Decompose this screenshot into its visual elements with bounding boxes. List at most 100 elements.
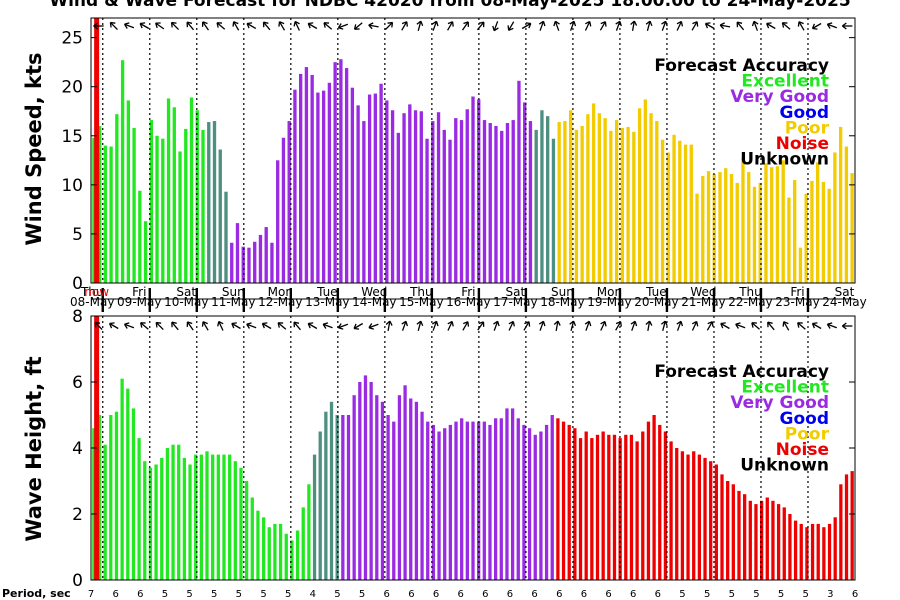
wind-direction-arrow <box>201 21 210 31</box>
wave-bar <box>244 481 249 580</box>
arrow-shaft <box>523 321 530 331</box>
wave-bar <box>165 448 170 580</box>
arrow-shaft <box>615 21 621 31</box>
wind-bar <box>207 122 211 283</box>
wave-bar <box>663 431 668 580</box>
wave-direction-arrow <box>811 322 822 330</box>
arrow-head <box>307 22 314 29</box>
wind-bar <box>247 247 251 283</box>
period-value: 5 <box>285 589 291 600</box>
wind-bar <box>465 109 469 284</box>
wind-direction-arrow <box>337 23 349 30</box>
wave-bar <box>805 527 809 580</box>
arrow-shaft <box>662 321 666 331</box>
wind-bar <box>488 123 492 283</box>
arrow-shaft <box>705 22 715 30</box>
date-label: 18-May <box>540 295 584 309</box>
arrow-shaft <box>827 323 838 329</box>
wave-bar <box>403 385 407 580</box>
wave-direction-arrow <box>826 322 838 329</box>
period-value: 5 <box>778 589 784 600</box>
wave-bar <box>363 375 368 580</box>
wind-bar <box>741 158 745 283</box>
arrow-shaft <box>461 21 469 31</box>
arrow-head <box>387 21 394 28</box>
wave-bar <box>827 523 832 580</box>
arrow-shaft <box>447 321 453 331</box>
wave-bar <box>335 415 339 580</box>
wind-bar <box>528 121 533 283</box>
arrow-head <box>368 323 374 330</box>
arrow-shaft <box>338 23 349 29</box>
arrow-head <box>600 21 607 27</box>
wave-direction-arrow <box>401 320 409 331</box>
wind-plot-frame <box>90 17 856 284</box>
wind-direction-arrow <box>676 20 684 31</box>
arrow-head <box>661 20 668 27</box>
wave-bar <box>584 431 588 580</box>
arrow-shaft <box>476 21 485 31</box>
wind-direction-arrow <box>293 20 300 31</box>
arrow-head <box>431 20 439 27</box>
date-label: 09-May <box>117 295 161 309</box>
period-value: 6 <box>655 589 661 600</box>
wind-bar <box>764 163 768 283</box>
arrow-head <box>108 322 115 329</box>
arrow-head <box>368 22 374 30</box>
wave-bar <box>160 457 164 580</box>
wind-bar <box>327 82 332 284</box>
arrow-shaft <box>647 320 651 332</box>
arrow-head <box>416 20 424 27</box>
wave-bar <box>250 497 254 580</box>
wave-direction-arrow <box>217 320 224 331</box>
arrow-head <box>525 22 532 29</box>
wind-direction-arrow <box>599 21 607 31</box>
arrow-shaft <box>462 321 469 331</box>
period-axis: Period, sec 7 6 6 5 5 5 5 5 5 4 5 5 6 6 6 6 6 6 6 6 6 6 6 6 5 5 5 5… <box>2 587 858 600</box>
arrow-shaft <box>139 22 150 30</box>
arrow-shaft <box>294 21 300 31</box>
wind-direction-arrow <box>416 20 424 31</box>
wave-bar <box>697 454 702 580</box>
wave-bar <box>290 540 294 580</box>
wind-bar <box>844 146 849 283</box>
date-label: 15-May <box>399 295 443 309</box>
arrow-shaft <box>691 321 698 331</box>
period-value: 7 <box>88 589 94 600</box>
wave-bar <box>601 431 605 580</box>
wind-direction-arrow <box>93 22 104 30</box>
wave-direction-arrow <box>553 320 561 332</box>
wind-direction-arrow <box>797 21 805 31</box>
wave-bar <box>652 415 656 580</box>
arrow-head <box>216 22 223 28</box>
wave-bar <box>754 504 758 580</box>
wind-bar <box>321 90 326 283</box>
wind-direction-arrow <box>841 22 853 30</box>
wave-bar <box>273 523 277 580</box>
wave-direction-arrow <box>720 322 730 330</box>
arrow-shaft <box>368 24 379 28</box>
arrow-head <box>553 320 561 326</box>
wind-bar <box>683 144 688 283</box>
wave-bar <box>426 421 430 580</box>
wave-bar <box>358 382 362 580</box>
wave-bar <box>595 434 600 580</box>
wave-legend-item: Noise <box>776 440 829 460</box>
wave-bar <box>199 454 203 580</box>
arrow-head <box>478 21 485 28</box>
wave-bar <box>182 457 187 580</box>
wind-bar <box>597 113 602 283</box>
wind-bar <box>546 116 550 283</box>
day-label: Sat <box>176 285 196 299</box>
wind-direction-arrow <box>232 21 240 31</box>
day-label: Sun <box>551 285 574 299</box>
arrow-shaft <box>368 323 379 329</box>
arrow-head <box>538 320 546 327</box>
wind-direction-arrow <box>476 21 485 31</box>
arrow-head <box>337 23 344 30</box>
wave-y-tick-label: 8 <box>72 307 83 327</box>
wind-bar <box>253 241 257 283</box>
wind-bar <box>339 59 343 283</box>
day-label: Fri <box>132 285 146 299</box>
wave-bar <box>743 494 747 580</box>
